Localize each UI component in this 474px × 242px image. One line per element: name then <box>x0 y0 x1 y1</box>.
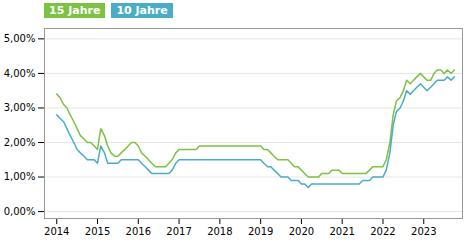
svg-text:2019: 2019 <box>248 226 273 237</box>
svg-text:2022: 2022 <box>370 226 395 237</box>
svg-text:2,00%: 2,00% <box>4 137 36 148</box>
svg-text:2021: 2021 <box>329 226 354 237</box>
svg-text:2020: 2020 <box>289 226 314 237</box>
svg-text:3,00%: 3,00% <box>4 102 36 113</box>
svg-text:2016: 2016 <box>126 226 151 237</box>
html-text:15 Jahre: 15 Jahre <box>49 3 101 17</box>
svg-text:4,00%: 4,00% <box>4 68 36 79</box>
svg-text:1,00%: 1,00% <box>4 171 36 182</box>
svg-text:2015: 2015 <box>85 226 110 237</box>
svg-text:2017: 2017 <box>166 226 191 237</box>
html-text:10 Jahre: 10 Jahre <box>116 3 168 17</box>
svg-text:2023: 2023 <box>411 226 436 237</box>
svg-text:5,00%: 5,00% <box>4 33 36 44</box>
svg-text:2018: 2018 <box>207 226 232 237</box>
svg-text:0,00%: 0,00% <box>4 206 36 217</box>
svg-text:2014: 2014 <box>44 226 69 237</box>
